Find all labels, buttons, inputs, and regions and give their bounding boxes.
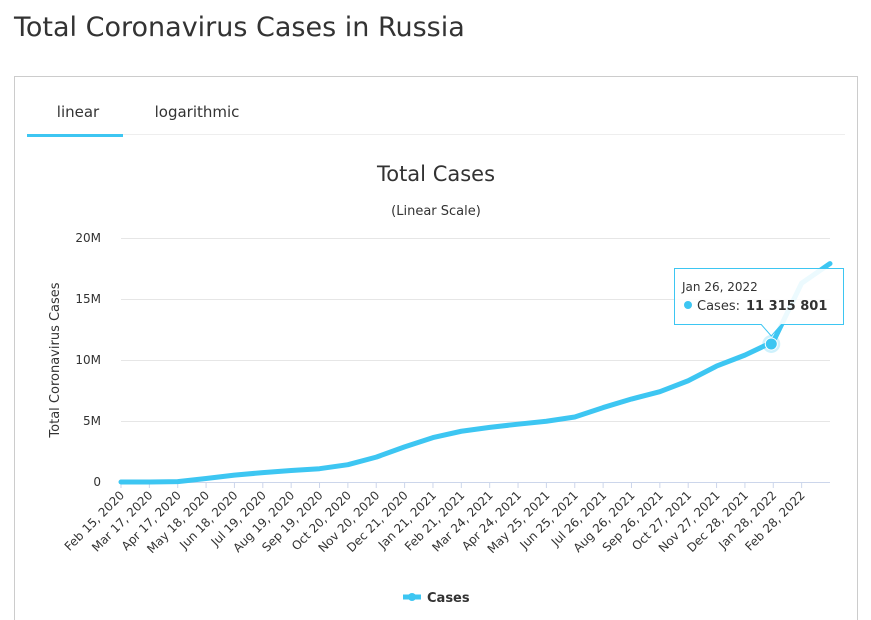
chart-title: Total Cases (376, 162, 495, 186)
tab-underline (27, 134, 123, 137)
tooltip-label: Cases: (697, 299, 740, 314)
tooltip-text: Cases: 11 315 801 (697, 299, 827, 314)
tooltip-value: 11 315 801 (746, 299, 827, 314)
y-tick-label: 15M (75, 292, 101, 306)
y-tick-label: 10M (75, 353, 101, 367)
tooltip-point (764, 337, 778, 351)
page-title: Total Coronavirus Cases in Russia (13, 12, 465, 43)
y-tick-label: 20M (75, 231, 101, 245)
legend-label: Cases (427, 591, 470, 606)
tooltip-box (674, 268, 844, 337)
tab[interactable]: linear (57, 103, 100, 121)
y-tick-label: 5M (83, 414, 101, 428)
legend-symbol (408, 593, 416, 601)
chart-subtitle: (Linear Scale) (391, 204, 481, 219)
y-tick-label: 0 (93, 475, 101, 489)
tab[interactable]: logarithmic (155, 103, 240, 121)
chart-box (14, 76, 858, 620)
y-axis-label: Total Coronavirus Cases (48, 282, 63, 438)
tooltip-date: Jan 26, 2022 (681, 280, 758, 294)
tooltip-dot (684, 301, 692, 309)
series-line (118, 261, 833, 485)
